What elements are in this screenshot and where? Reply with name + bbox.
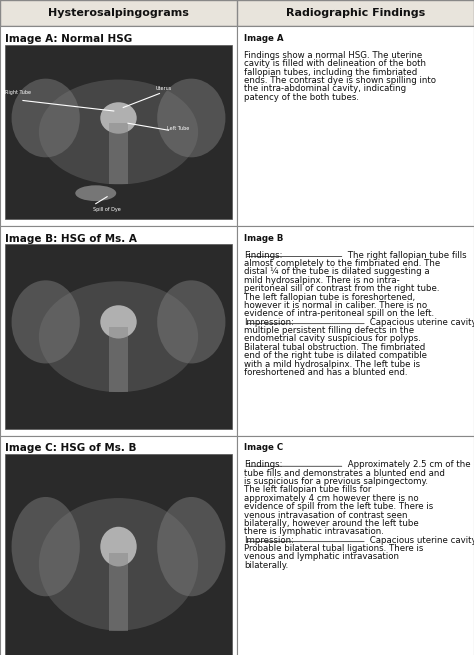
Text: Right Tube: Right Tube [5, 90, 31, 94]
Ellipse shape [100, 102, 137, 134]
Ellipse shape [39, 281, 198, 392]
Text: bilaterally, however around the left tube: bilaterally, however around the left tub… [244, 519, 419, 528]
Text: Uterus: Uterus [156, 86, 172, 91]
Bar [109, 328, 128, 392]
Text: evidence of spill from the left tube. There is: evidence of spill from the left tube. Th… [244, 502, 433, 511]
Text: patency of the both tubes.: patency of the both tubes. [244, 93, 359, 102]
Text: end of the right tube is dilated compatible: end of the right tube is dilated compati… [244, 351, 427, 360]
Text: Image A: Image A [244, 34, 283, 43]
Text: Findings:: Findings: [244, 460, 283, 469]
Ellipse shape [157, 79, 226, 157]
Text: foreshortened and has a blunted end.: foreshortened and has a blunted end. [244, 368, 408, 377]
Bar [5, 454, 232, 655]
Bar [0, 436, 237, 655]
Bar [237, 226, 474, 436]
Text: Bilateral tubal obstruction. The fimbriated: Bilateral tubal obstruction. The fimbria… [244, 343, 425, 352]
Bar [109, 553, 128, 631]
Text: approximately 4 cm however there is no: approximately 4 cm however there is no [244, 494, 419, 503]
Text: Hysterosalpingograms: Hysterosalpingograms [48, 8, 189, 18]
Bar [237, 26, 474, 226]
Text: Probable bilateral tubal ligations. There is: Probable bilateral tubal ligations. Ther… [244, 544, 423, 553]
Ellipse shape [11, 280, 80, 364]
Text: Impression:: Impression: [244, 536, 294, 545]
Text: The left fallopian tube is foreshortened,: The left fallopian tube is foreshortened… [244, 293, 415, 301]
Ellipse shape [39, 79, 198, 185]
Text: venous and lymphatic intravasation: venous and lymphatic intravasation [244, 552, 399, 561]
Ellipse shape [39, 498, 198, 631]
Text: with a mild hydrosalpinx. The left tube is: with a mild hydrosalpinx. The left tube … [244, 360, 420, 369]
Ellipse shape [157, 497, 226, 596]
Text: Capacious uterine cavity.: Capacious uterine cavity. [367, 536, 474, 545]
Text: Image A: Normal HSG: Image A: Normal HSG [5, 34, 132, 44]
Text: Left Tube: Left Tube [166, 126, 189, 131]
Text: The left fallopian tube fills for: The left fallopian tube fills for [244, 485, 372, 495]
Text: Spill of Dye: Spill of Dye [93, 207, 121, 212]
Text: endometrial cavity suspicious for polyps.: endometrial cavity suspicious for polyps… [244, 335, 421, 343]
Text: Image C: HSG of Ms. B: Image C: HSG of Ms. B [5, 443, 136, 453]
Ellipse shape [11, 497, 80, 596]
Text: Findings:: Findings: [244, 251, 283, 259]
Bar [0, 226, 237, 436]
Text: evidence of intra-peritoneal spill on the left.: evidence of intra-peritoneal spill on th… [244, 309, 434, 318]
Text: distal ¼ of the tube is dilated suggesting a: distal ¼ of the tube is dilated suggesti… [244, 267, 430, 276]
Text: Findings show a normal HSG. The uterine: Findings show a normal HSG. The uterine [244, 51, 422, 60]
Text: there is lymphatic intravasation.: there is lymphatic intravasation. [244, 527, 384, 536]
Text: Capacious uterine cavity,: Capacious uterine cavity, [367, 318, 474, 327]
Bar [0, 0, 474, 26]
Text: venous intravasation of contrast seen: venous intravasation of contrast seen [244, 510, 408, 519]
Ellipse shape [75, 185, 116, 201]
Text: is suspicious for a previous salpingectomy.: is suspicious for a previous salpingecto… [244, 477, 428, 486]
Text: ends. The contrast dye is shown spilling into: ends. The contrast dye is shown spilling… [244, 76, 436, 85]
Bar [109, 123, 128, 185]
Text: Approximately 2.5 cm of the right: Approximately 2.5 cm of the right [345, 460, 474, 469]
Bar [0, 26, 237, 226]
Text: The right fallopian tube fills: The right fallopian tube fills [345, 251, 466, 259]
Text: however it is normal in caliber. There is no: however it is normal in caliber. There i… [244, 301, 427, 310]
Text: almost completely to the fimbriated end. The: almost completely to the fimbriated end.… [244, 259, 440, 268]
Text: peritoneal sill of contrast from the right tube.: peritoneal sill of contrast from the rig… [244, 284, 439, 293]
Text: cavity is filled with delineation of the both: cavity is filled with delineation of the… [244, 59, 426, 68]
Text: Image B: HSG of Ms. A: Image B: HSG of Ms. A [5, 234, 137, 244]
Ellipse shape [157, 280, 226, 364]
Text: fallopian tubes, including the fimbriated: fallopian tubes, including the fimbriate… [244, 67, 418, 77]
Text: Image B: Image B [244, 234, 283, 243]
Bar [5, 45, 232, 219]
Text: Radiographic Findings: Radiographic Findings [286, 8, 425, 18]
Ellipse shape [100, 527, 137, 567]
Text: Impression:: Impression: [244, 318, 294, 327]
Text: mild hydrosalpinx. There is no intra-: mild hydrosalpinx. There is no intra- [244, 276, 400, 285]
Text: tube fills and demonstrates a blunted end and: tube fills and demonstrates a blunted en… [244, 468, 445, 477]
Text: the intra-abdominal cavity, indicating: the intra-abdominal cavity, indicating [244, 84, 406, 94]
Text: Image C: Image C [244, 443, 283, 453]
Text: multiple persistent filling defects in the: multiple persistent filling defects in t… [244, 326, 414, 335]
Bar [237, 436, 474, 655]
Ellipse shape [100, 305, 137, 339]
Ellipse shape [11, 79, 80, 157]
Text: bilaterally.: bilaterally. [244, 561, 288, 570]
Bar [5, 244, 232, 429]
Bar [0, 0, 237, 26]
